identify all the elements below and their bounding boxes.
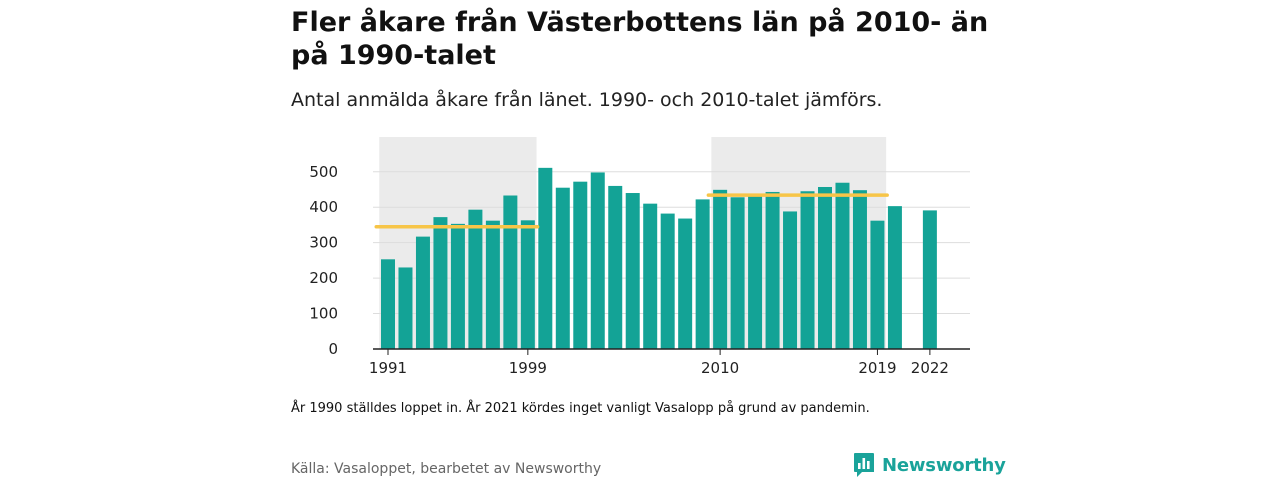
bar-2007 — [660, 213, 675, 349]
x-tick-label-2019: 2019 — [858, 359, 896, 377]
bar-1995 — [450, 223, 465, 349]
bar-1992 — [398, 267, 413, 349]
bar-2005 — [625, 193, 640, 349]
bar-2015 — [800, 191, 815, 349]
bar-chart: 0 100 200 300 400 500 1991 1999 2010 2019 2022 — [309, 137, 970, 377]
bar-2008 — [678, 218, 693, 349]
bar-2020 — [887, 206, 902, 349]
bar-2019 — [870, 220, 885, 349]
y-tick-label-400: 400 — [309, 198, 338, 216]
bar-1993 — [415, 236, 430, 349]
bar-2004 — [608, 185, 623, 349]
chart-title: Fler åkare från Västerbottens län på 201… — [291, 7, 989, 71]
newsworthy-logo[interactable]: Newsworthy — [853, 452, 1006, 478]
bar-2000 — [538, 167, 553, 349]
y-tick-label-100: 100 — [309, 305, 338, 323]
bar-2022 — [922, 210, 937, 349]
newsworthy-logo-text: Newsworthy — [882, 454, 1006, 476]
bar-2014 — [783, 211, 798, 349]
bar-2017 — [835, 182, 850, 349]
bar-1996 — [468, 209, 483, 349]
bar-1997 — [485, 220, 500, 349]
bar-2016 — [818, 186, 832, 349]
bar-1991 — [381, 259, 395, 349]
chart-note: År 1990 ställdes loppet in. År 2021 körd… — [291, 401, 870, 416]
bar-2001 — [555, 187, 570, 349]
bar-1999 — [520, 220, 535, 349]
bar-2010 — [713, 189, 728, 349]
bar-2002 — [573, 181, 588, 349]
x-tick-label-1999: 1999 — [509, 359, 547, 377]
chart-subtitle: Antal anmälda åkare från länet. 1990- oc… — [291, 89, 883, 111]
bar-2006 — [643, 203, 658, 349]
newsworthy-logo-icon — [854, 453, 874, 477]
bar-2009 — [695, 199, 710, 349]
x-tick-label-1991: 1991 — [369, 359, 407, 377]
x-tick-label-2022: 2022 — [911, 359, 949, 377]
bar-1994 — [433, 217, 448, 349]
x-tick-label-2010: 2010 — [701, 359, 739, 377]
y-tick-label-300: 300 — [309, 234, 338, 252]
y-tick-label-500: 500 — [309, 163, 338, 181]
bar-2003 — [590, 172, 605, 349]
bar-2011 — [730, 197, 745, 349]
bar-2018 — [852, 190, 867, 349]
y-tick-label-0: 0 — [328, 340, 338, 358]
bar-1998 — [503, 195, 518, 349]
y-tick-label-200: 200 — [309, 269, 338, 287]
source-credit: Källa: Vasaloppet, bearbetet av Newswort… — [291, 461, 602, 477]
bar-2012 — [748, 194, 763, 349]
bar-2013 — [765, 191, 780, 349]
